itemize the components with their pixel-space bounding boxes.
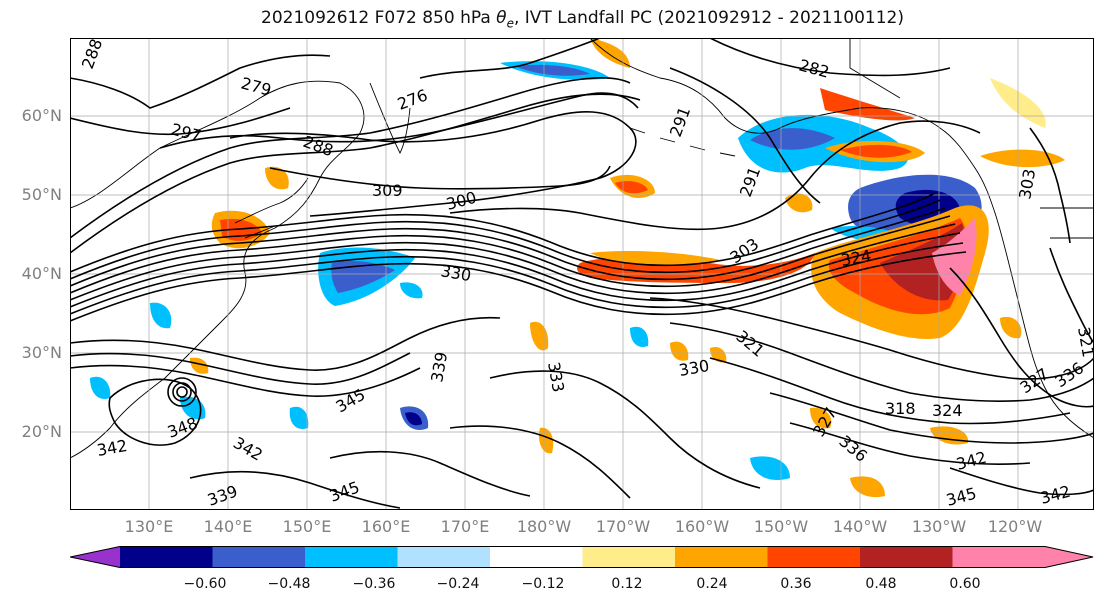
contour-label: 318 [885,399,916,418]
colorbar-tick-label: 0.48 [865,576,897,592]
lon-label: 170°E [440,517,490,536]
country-border [849,38,1094,239]
colorbar-extend-min [70,546,120,568]
contour-jet-core [70,215,951,294]
lon-label: 140°E [203,517,253,536]
colorbar-tick-label: −0.12 [521,576,565,592]
colorbar-tick-label: 0.12 [611,576,643,592]
colorbar [70,546,1094,568]
colorbar-tick-label: −0.48 [267,576,311,592]
colorbar-outline [70,546,1094,568]
coastline-asia [70,80,365,459]
colorbar-segment [675,546,768,568]
lon-label: 150°W [753,517,809,536]
theta-e-contours [70,38,1094,509]
map-title: 2021092612 F072 850 hPa θe, IVT Landfall… [261,8,904,31]
lon-label: 160°W [674,517,730,536]
colorbar-segment [767,546,861,568]
colorbar-segment [120,546,213,568]
lon-label: 130°E [124,517,174,536]
lon-label: 170°W [595,517,651,536]
lon-label: 180°W [516,517,572,536]
shaded-anomaly-field [90,38,1065,498]
contour-label: 321 [1074,325,1094,358]
lon-label: 140°W [832,517,888,536]
colorbar-segment [212,546,306,568]
coastlines [70,38,1094,459]
colorbar-segment [490,546,583,568]
colorbar-segments [70,546,1094,568]
coastline-alaska [589,38,1094,439]
colorbar-segment [582,546,676,568]
colorbar-tick-label: 0.36 [780,576,812,592]
colorbar-segment [860,546,953,568]
colorbar-tick-label: −0.24 [436,576,480,592]
colorbar-tick-label: −0.36 [352,576,396,592]
lat-label-30n: 30°N [21,343,62,362]
colorbar-tick-label: 0.24 [696,576,728,592]
contour-label: 309 [372,181,403,200]
lon-label: 130°W [911,517,967,536]
lat-label-20n: 20°N [21,422,62,441]
colorbar-segment [305,546,398,568]
contour-label: 324 [932,401,963,420]
map-panel: 288 279 276 297 288 282 291 309 300 291 … [70,38,1094,510]
coastline-aleutians [629,127,736,157]
colorbar-tick-label: 0.60 [949,576,981,592]
colorbar-segment [952,546,1046,568]
lon-label: 160°E [361,517,411,536]
map-frame [70,38,1094,510]
lat-label-60n: 60°N [21,106,62,125]
lon-label: 120°W [987,517,1043,536]
lon-label: 150°E [282,517,332,536]
colorbar-segment [397,546,491,568]
lat-label-40n: 40°N [21,264,62,283]
colorbar-extend-max [1045,546,1094,568]
colorbar-tick-label: −0.60 [183,576,227,592]
lat-label-50n: 50°N [21,185,62,204]
